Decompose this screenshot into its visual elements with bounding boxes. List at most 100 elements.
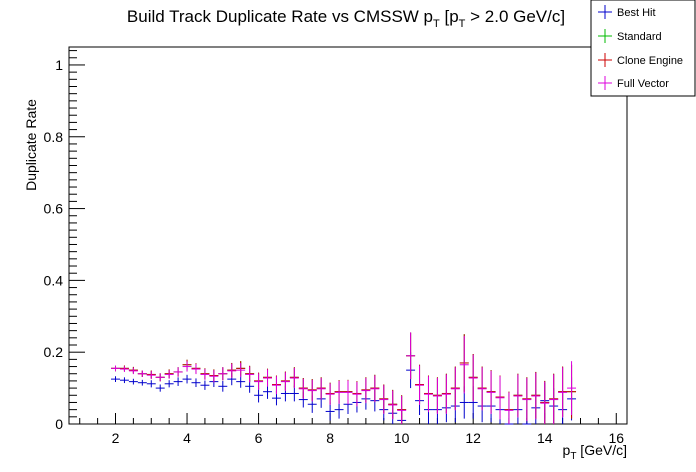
- data-point: [200, 380, 210, 390]
- axes: 2 4 6 8 10 12 14 16 0 0.2 0.4 0.6 0.8 1: [44, 50, 624, 446]
- data-point: [388, 390, 398, 420]
- x-tick-label: 4: [183, 430, 191, 446]
- x-axis-label: pT [GeV/c]: [563, 442, 627, 462]
- legend-entry: Clone Engine: [598, 53, 683, 67]
- plot-frame: [68, 46, 628, 425]
- data-point: [406, 332, 416, 380]
- data-point: [486, 370, 496, 414]
- data-point: [289, 367, 299, 389]
- data-point: [441, 374, 451, 414]
- data-point: [200, 369, 210, 380]
- y-tick-label: 0.4: [44, 272, 64, 288]
- data-point: [111, 365, 120, 372]
- legend-entries: Best Hit Standard Clone Engine Full Vector: [598, 5, 683, 90]
- x-tick-label: 8: [326, 430, 334, 446]
- data-point: [379, 385, 389, 414]
- chart-title-sub2: T: [459, 18, 466, 30]
- x-tick-label: 12: [465, 430, 481, 446]
- data-point: [245, 366, 255, 383]
- data-point: [477, 367, 487, 411]
- data-point: [459, 336, 469, 394]
- x-tick-label: 6: [255, 430, 263, 446]
- data-point: [567, 361, 577, 416]
- x-axis-label-sub: T: [570, 451, 576, 462]
- data-point: [155, 373, 165, 382]
- y-axis-label: Duplicate Rate: [23, 99, 39, 191]
- x-tick-label: 2: [112, 430, 120, 446]
- data-point: [111, 376, 120, 382]
- data-point: [119, 366, 129, 372]
- legend-label: Full Vector: [617, 78, 669, 90]
- legend-label: Best Hit: [617, 7, 656, 19]
- legend-entry: Full Vector: [598, 76, 669, 90]
- data-point: [227, 363, 237, 379]
- data-point: [137, 370, 147, 377]
- data-point: [513, 374, 523, 418]
- data-point: [361, 378, 371, 404]
- y-tick-label: 0.2: [44, 344, 64, 360]
- y-tick-label: 0.8: [44, 129, 64, 145]
- data-point: [218, 367, 228, 381]
- data-point: [316, 378, 326, 400]
- x-axis-label-end: [GeV/c]: [576, 442, 627, 458]
- data-point: [173, 377, 183, 386]
- y-tick-label: 0.6: [44, 201, 64, 217]
- data-point: [146, 380, 156, 388]
- data-point: [504, 392, 514, 424]
- data-point: [146, 371, 156, 380]
- x-axis-label-main: p: [563, 442, 571, 458]
- legend: Best Hit Standard Clone Engine Full Vector: [590, 0, 696, 97]
- data-point: [280, 372, 290, 391]
- chart-title-main: Build Track Duplicate Rate vs CMSSW p: [127, 7, 433, 26]
- data-point: [182, 374, 192, 384]
- data-point: [191, 378, 201, 388]
- y-tick-label: 0: [55, 416, 63, 432]
- data-point: [325, 402, 335, 421]
- legend-entry: Best Hit: [598, 5, 656, 19]
- data-point: [397, 395, 407, 424]
- data-point: [236, 362, 246, 378]
- data-point: [164, 370, 174, 379]
- data-point: [137, 379, 147, 386]
- data-point: [254, 373, 264, 390]
- x-tick-label: 14: [537, 430, 553, 446]
- x-tick-label: 16: [608, 430, 624, 446]
- data-point: [236, 375, 246, 388]
- chart-title: Build Track Duplicate Rate vs CMSSW pT […: [127, 7, 565, 30]
- data-point: [522, 378, 532, 422]
- data-layer: [111, 332, 577, 425]
- chart-title-end: > 2.0 GeV/c]: [465, 7, 565, 26]
- data-point: [334, 380, 344, 404]
- data-point: [182, 361, 192, 372]
- data-point: [173, 367, 183, 377]
- data-point: [352, 381, 362, 407]
- x-tick-label: 10: [394, 430, 410, 446]
- data-point: [540, 381, 550, 424]
- data-point: [254, 388, 264, 403]
- data-point: [218, 380, 228, 392]
- legend-box: [590, 0, 696, 97]
- legend-label: Clone Engine: [617, 55, 683, 67]
- data-point: [263, 384, 272, 399]
- series-best-hit: [111, 352, 577, 425]
- data-point: [415, 365, 425, 405]
- y-tick-label: 1: [55, 57, 63, 73]
- data-point: [289, 385, 299, 402]
- data-point: [558, 367, 568, 418]
- data-point: [432, 378, 442, 414]
- chart-title-mid: [p: [440, 7, 459, 26]
- data-point: [424, 376, 433, 413]
- data-point: [468, 354, 478, 402]
- data-point: [298, 378, 308, 399]
- data-point: [209, 370, 219, 383]
- data-point: [370, 375, 380, 403]
- chart-title-sub: T: [433, 18, 440, 30]
- data-point: [450, 367, 460, 411]
- data-point: [119, 377, 129, 384]
- data-point: [495, 376, 505, 420]
- series-full-vector: [111, 332, 577, 424]
- data-point: [155, 384, 165, 392]
- data-point: [271, 376, 281, 395]
- data-point: [191, 364, 201, 375]
- legend-label: Standard: [617, 31, 662, 43]
